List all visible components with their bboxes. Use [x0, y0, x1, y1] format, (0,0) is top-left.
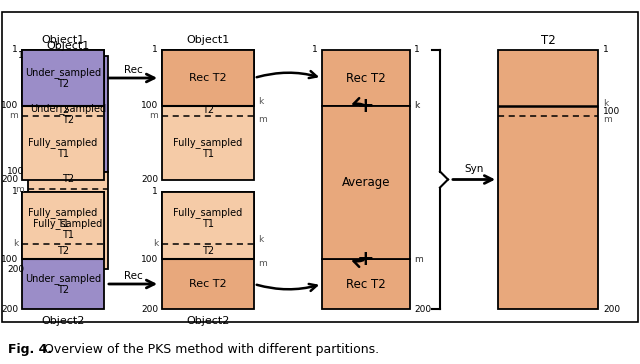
Text: m: m: [414, 254, 423, 264]
Text: Average: Average: [342, 176, 390, 189]
Bar: [162, 192, 254, 259]
Text: Under_sampled
T2: Under_sampled T2: [30, 103, 106, 125]
Text: m: m: [15, 185, 24, 194]
Text: 1: 1: [152, 187, 158, 197]
Text: 1: 1: [312, 46, 318, 55]
Text: 1: 1: [12, 187, 18, 197]
Bar: [498, 50, 598, 309]
Text: k: k: [603, 99, 608, 108]
Text: Rec T2: Rec T2: [189, 73, 227, 83]
Text: 200: 200: [141, 175, 158, 185]
Text: 100: 100: [1, 102, 18, 111]
Text: 1: 1: [603, 46, 609, 55]
Bar: [22, 50, 104, 106]
Text: +: +: [357, 249, 375, 269]
Text: 1: 1: [152, 46, 158, 55]
Bar: [28, 56, 108, 172]
Text: 200: 200: [414, 305, 431, 313]
Text: Rec T2: Rec T2: [346, 277, 386, 290]
Bar: [22, 192, 104, 259]
Text: T2: T2: [57, 246, 69, 257]
Text: Rec T2: Rec T2: [346, 71, 386, 84]
Text: Fully_sampled
T1: Fully_sampled T1: [33, 218, 102, 240]
Text: m: m: [258, 258, 267, 268]
Text: k: k: [153, 240, 158, 249]
Text: Fully_sampled
T1: Fully_sampled T1: [28, 137, 98, 159]
Text: T2: T2: [62, 174, 74, 183]
Text: Rec: Rec: [124, 65, 142, 75]
Text: 100: 100: [1, 254, 18, 264]
Text: Fully_sampled
T1: Fully_sampled T1: [28, 207, 98, 229]
Text: m: m: [149, 111, 158, 120]
Text: 200: 200: [603, 305, 620, 313]
Bar: [322, 106, 410, 259]
Text: Rec T2: Rec T2: [189, 279, 227, 289]
Text: k: k: [13, 240, 18, 249]
Text: Object2: Object2: [42, 316, 84, 326]
Bar: [22, 192, 104, 309]
Text: 100: 100: [603, 107, 620, 115]
Text: k: k: [258, 98, 263, 107]
Text: 200: 200: [7, 265, 24, 273]
Bar: [22, 50, 104, 180]
Text: Object2: Object2: [186, 316, 230, 326]
Text: Overview of the PKS method with different partitions.: Overview of the PKS method with differen…: [40, 343, 379, 356]
Text: 100: 100: [141, 254, 158, 264]
Text: Fully_sampled
T1: Fully_sampled T1: [173, 137, 243, 159]
Text: 200: 200: [1, 305, 18, 313]
Text: T2: T2: [541, 33, 556, 47]
Text: Object1: Object1: [42, 35, 84, 45]
Text: T2: T2: [202, 246, 214, 257]
Text: 200: 200: [1, 175, 18, 185]
Text: Object1: Object1: [186, 35, 230, 45]
Text: m: m: [9, 111, 18, 120]
Bar: [2, 12, 638, 322]
Text: k: k: [414, 102, 419, 111]
Bar: [28, 172, 108, 269]
Text: m: m: [414, 254, 423, 264]
Text: Syn: Syn: [464, 165, 484, 174]
Text: k: k: [258, 236, 263, 245]
Text: Fully_sampled
T1: Fully_sampled T1: [173, 207, 243, 229]
Text: 200: 200: [141, 305, 158, 313]
Text: m: m: [258, 115, 267, 124]
Text: m: m: [603, 115, 612, 123]
Text: 1: 1: [19, 51, 24, 60]
Text: Object1: Object1: [46, 41, 90, 51]
Text: T2: T2: [57, 105, 69, 115]
Text: Rec: Rec: [124, 271, 142, 281]
Bar: [162, 50, 254, 180]
Text: T2: T2: [202, 105, 214, 115]
Text: 1: 1: [414, 46, 420, 55]
Text: Under_sampled
T2: Under_sampled T2: [25, 67, 101, 89]
Text: 1: 1: [12, 46, 18, 55]
Bar: [162, 50, 254, 106]
Text: +: +: [357, 96, 375, 116]
Text: Fig. 4.: Fig. 4.: [8, 343, 52, 356]
Bar: [322, 259, 410, 309]
Text: Under_sampled
T2: Under_sampled T2: [25, 273, 101, 295]
Bar: [162, 192, 254, 309]
Text: k: k: [414, 102, 419, 111]
Bar: [322, 50, 410, 106]
Text: 100: 100: [141, 102, 158, 111]
Text: 100: 100: [7, 167, 24, 177]
